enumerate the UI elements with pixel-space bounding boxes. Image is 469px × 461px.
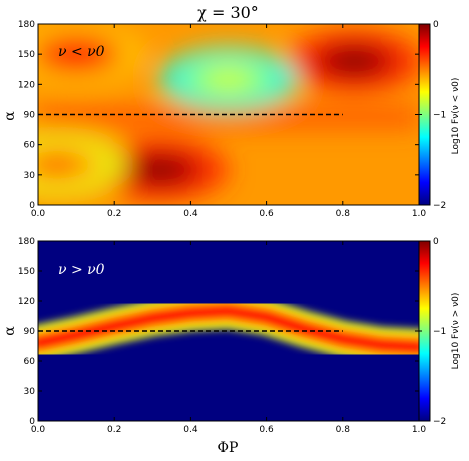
bottom-ylabel: α [2, 326, 18, 336]
bottom-ytick-label: 180 [18, 237, 35, 247]
top-xtick-label: 0.4 [183, 209, 198, 219]
bottom-ytick-label: 0 [29, 417, 35, 427]
top-ytick-label: 60 [24, 141, 36, 151]
heat-blob-core [51, 43, 102, 66]
top-ytick-label: 150 [18, 50, 35, 60]
top-colorbar-tick-label: −2 [433, 201, 446, 211]
heat-blob-core [38, 153, 83, 176]
heat-blob-core [329, 50, 380, 73]
bottom-ytick-label: 60 [24, 357, 36, 367]
bottom-xlabel: ΦP [218, 440, 239, 456]
top-colorbar-tick-label: −1 [433, 111, 446, 121]
top-colorbar-tick-label: 0 [433, 20, 439, 30]
heat-blob-core [134, 158, 185, 181]
bottom-ytick-label: 90 [24, 327, 36, 337]
top-ytick-label: 30 [24, 171, 36, 181]
bottom-xtick-label: 0.6 [259, 425, 274, 435]
bottom-colorbar-label: Log10 Fν(ν > ν0) [451, 293, 461, 370]
top-xtick-label: 1.0 [412, 209, 427, 219]
heat-blob-core [203, 68, 254, 91]
top-heatmap [38, 24, 419, 205]
ridge-core [38, 304, 419, 354]
top-ytick-label: 90 [24, 111, 36, 121]
bottom-ytick-label: 150 [18, 267, 35, 277]
bottom-ytick-label: 30 [24, 387, 36, 397]
top-xtick-label: 0.0 [31, 209, 46, 219]
top-panel: ν < ν0 α 0.0 0.2 0.4 0.6 0.8 1.0 0 30 60 90 120 150… [2, 20, 461, 219]
figure-title: χ = 30° [197, 3, 259, 22]
bottom-annotation: ν > ν0 [58, 262, 105, 278]
top-annotation: ν < ν0 [58, 44, 105, 60]
bottom-xtick-label: 0.0 [31, 425, 46, 435]
bottom-heatmap [38, 241, 419, 421]
bottom-colorbar-tick-label: −2 [433, 417, 446, 427]
bottom-ytick-label: 120 [18, 297, 35, 307]
bottom-xtick-label: 0.4 [183, 425, 198, 435]
bottom-colorbar-tick-label: −1 [433, 327, 446, 337]
top-xtick-label: 0.2 [107, 209, 121, 219]
bottom-panel: ν > ν0 α ΦP 0.0 0.2 0.4 0.6 0.8 1.0 0 30 60 90 120… [2, 237, 461, 456]
top-colorbar-label: Log10 Fν(ν < ν0) [451, 78, 461, 155]
top-xtick-label: 0.8 [336, 209, 351, 219]
bottom-xtick-label: 0.2 [107, 425, 121, 435]
top-ytick-label: 120 [18, 80, 35, 90]
bottom-colorbar-tick-label: 0 [433, 237, 439, 247]
bottom-xtick-label: 0.8 [336, 425, 351, 435]
top-ytick-label: 0 [29, 201, 35, 211]
top-ytick-label: 180 [18, 20, 35, 30]
top-xtick-label: 0.6 [259, 209, 274, 219]
top-ylabel: α [2, 111, 18, 121]
bottom-xtick-label: 1.0 [412, 425, 427, 435]
